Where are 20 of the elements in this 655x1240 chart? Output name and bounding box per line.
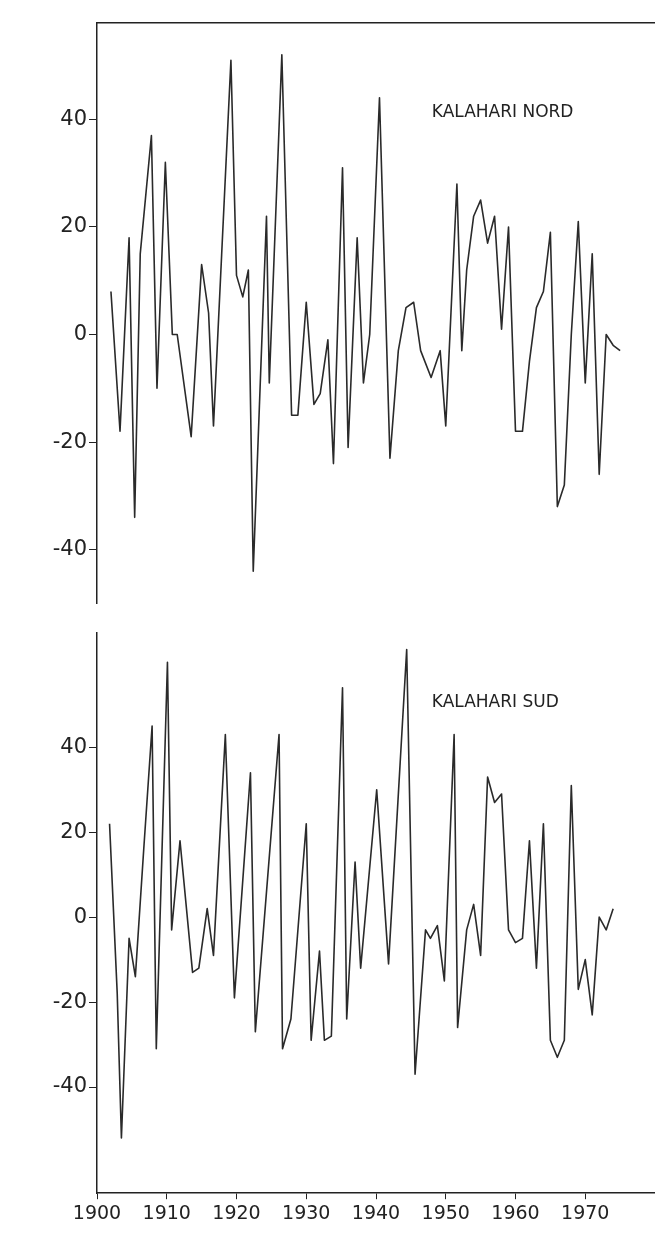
y-tick-label: 40: [60, 105, 87, 130]
x-tick-label: 1900: [72, 1200, 122, 1223]
y-tick-label: 0: [73, 320, 87, 345]
x-tick-label: 1930: [282, 1200, 331, 1223]
y-tick-label: -20: [52, 428, 87, 453]
y-tick-label: -20: [52, 988, 87, 1013]
y-tick-label: -40: [52, 536, 87, 561]
y-tick-label: 20: [60, 213, 87, 238]
text: KALAHARI NORD: [431, 101, 574, 122]
y-tick-label: 0: [73, 903, 87, 928]
y-tick-label: -40: [52, 1073, 87, 1098]
y-tick-label: 20: [60, 818, 87, 843]
text: KALAHARI SUD: [431, 691, 559, 712]
x-tick-label: 1950: [421, 1200, 470, 1223]
x-tick-label: 1920: [212, 1200, 261, 1223]
x-tick-label: 1960: [491, 1200, 540, 1223]
y-tick-label: 40: [60, 733, 87, 758]
x-tick-label: 1940: [351, 1200, 401, 1223]
x-tick-label: 1970: [561, 1200, 610, 1223]
x-tick-label: 1910: [142, 1200, 191, 1223]
